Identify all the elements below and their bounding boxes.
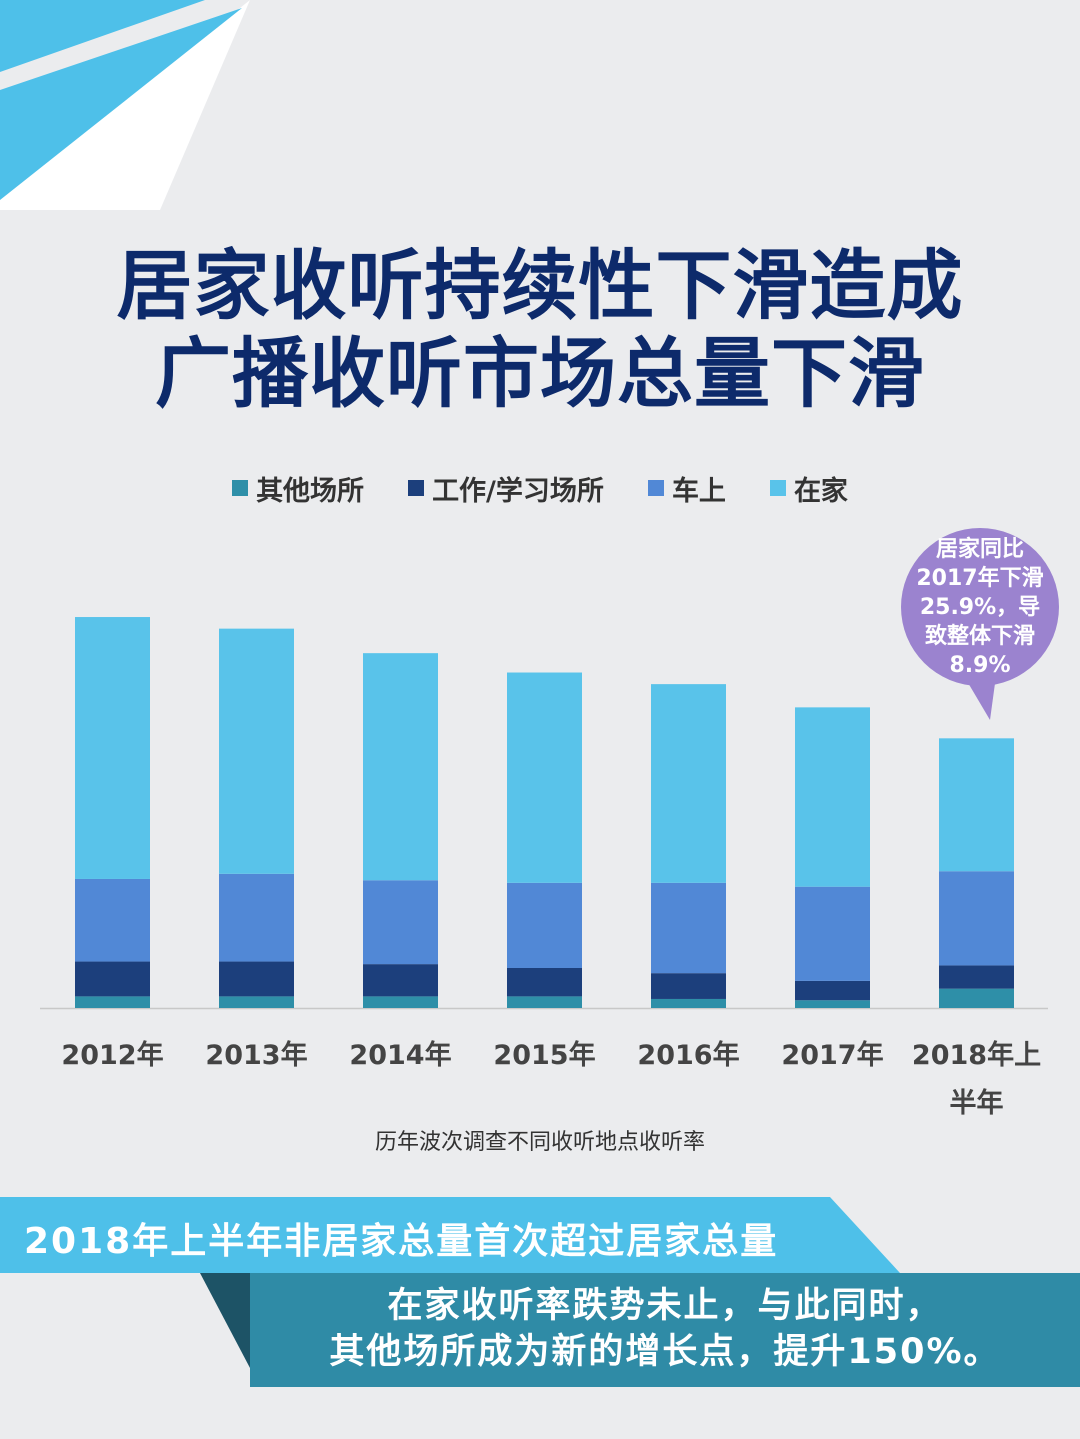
bar-segment [795,1000,870,1008]
x-tick-label: 2017年 [781,1039,883,1071]
bar-segment [795,707,870,887]
x-tick-label-line: 2018年上 [912,1039,1041,1071]
bar-segment [507,996,582,1008]
headline-text: 2018年上半年非居家总量首次超过居家总量 [24,1221,779,1262]
x-tick-label-line: 2016年 [637,1039,739,1071]
bar-stack [507,672,582,1008]
bar-stack [75,617,150,1008]
bar-segment [939,965,1014,989]
legend-label: 在家 [793,475,848,507]
x-tick-label: 2015年 [493,1039,595,1071]
bar-segment [219,961,294,997]
bar-segment [507,882,582,968]
callout-line: 2017年下滑 [916,565,1044,591]
bar-segment [507,968,582,997]
page-title-line-2: 广播收听市场总量下滑 [155,329,925,418]
bar-segment [75,961,150,997]
bar-stack [219,628,294,1008]
bar-segment [939,871,1014,966]
legend-label: 车上 [671,475,726,507]
bar-segment [219,873,294,962]
bar-segment [75,617,150,879]
x-tick-label: 2018年上半年 [912,1039,1041,1119]
bar-segment [507,672,582,883]
summary-line-2: 其他场所成为新的增长点，提升150%。 [329,1332,1001,1372]
bar-segment [939,988,1014,1008]
legend-label: 工作/学习场所 [432,475,604,507]
x-tick-label: 2016年 [637,1039,739,1071]
legend-item: 工作/学习场所 [408,469,604,508]
bar-segment [651,882,726,974]
x-tick-label-line: 2014年 [349,1039,451,1071]
legend-item: 在家 [769,469,848,508]
bar-segment [363,996,438,1008]
x-tick-label: 2012年 [61,1039,163,1071]
x-tick-label: 2013年 [205,1039,307,1071]
x-tick-label: 2014年 [349,1039,451,1071]
legend-swatch [769,480,786,496]
corner-decoration [0,0,250,210]
summary-text: 在家收听率跌势未止，与此同时， 其他场所成为新的增长点，提升150%。 [250,1283,1080,1375]
callout-line: 居家同比 [935,536,1024,562]
bar-segment [363,964,438,997]
x-tick-label-line: 2015年 [493,1039,595,1071]
legend-swatch [232,480,249,496]
page-title-line-1: 居家收听持续性下滑造成 [116,241,964,330]
bar-segment [651,998,726,1008]
bar-segment [75,996,150,1008]
bar-segment [939,738,1014,872]
chart-legend: 其他场所 工作/学习场所 车上 在家 [0,468,1080,508]
bar-stack [939,738,1014,1008]
chart-caption: 历年波次调查不同收听地点收听率 [374,1130,705,1155]
bar-segment [363,653,438,881]
callout-line: 8.9% [949,652,1011,678]
legend-swatch [647,480,664,496]
legend-swatch [408,480,425,496]
summary-line-1: 在家收听率跌势未止，与此同时， [387,1286,943,1326]
bar-segment [219,628,294,874]
callout-tail [964,676,996,720]
legend-item: 其他场所 [232,469,364,508]
bar-stack [651,684,726,1008]
x-tick-label-line: 2013年 [205,1039,307,1071]
legend-item: 车上 [647,469,726,508]
stacked-bar-chart: 2012年 2013年 2014年 2015年 2016年 2017年 2018年上半年 [40,617,1048,1119]
bar-stack [795,707,870,1008]
x-tick-label-line: 2017年 [781,1039,883,1071]
bar-stack [363,653,438,1008]
deco-main-band [0,8,242,200]
bar-segment [651,973,726,999]
legend-label: 其他场所 [256,475,365,507]
x-tick-label-line: 半年 [950,1087,1004,1119]
bar-segment [795,886,870,981]
callout-bubble: 居家同比 2017年下滑 25.9%，导 致整体下滑 8.9% [901,528,1059,686]
bar-segment [219,996,294,1008]
bar-segment [75,878,150,962]
bar-segment [651,684,726,883]
deco-top-band [0,0,205,72]
callout-line: 致整体下滑 [924,623,1035,649]
callout-line: 25.9%，导 [919,594,1041,620]
bar-segment [363,880,438,965]
summary-band [250,1273,1080,1387]
deco-white-band [0,0,250,210]
bar-segment [795,980,870,1001]
x-tick-label-line: 2012年 [61,1039,163,1071]
headline-band [0,1197,900,1273]
